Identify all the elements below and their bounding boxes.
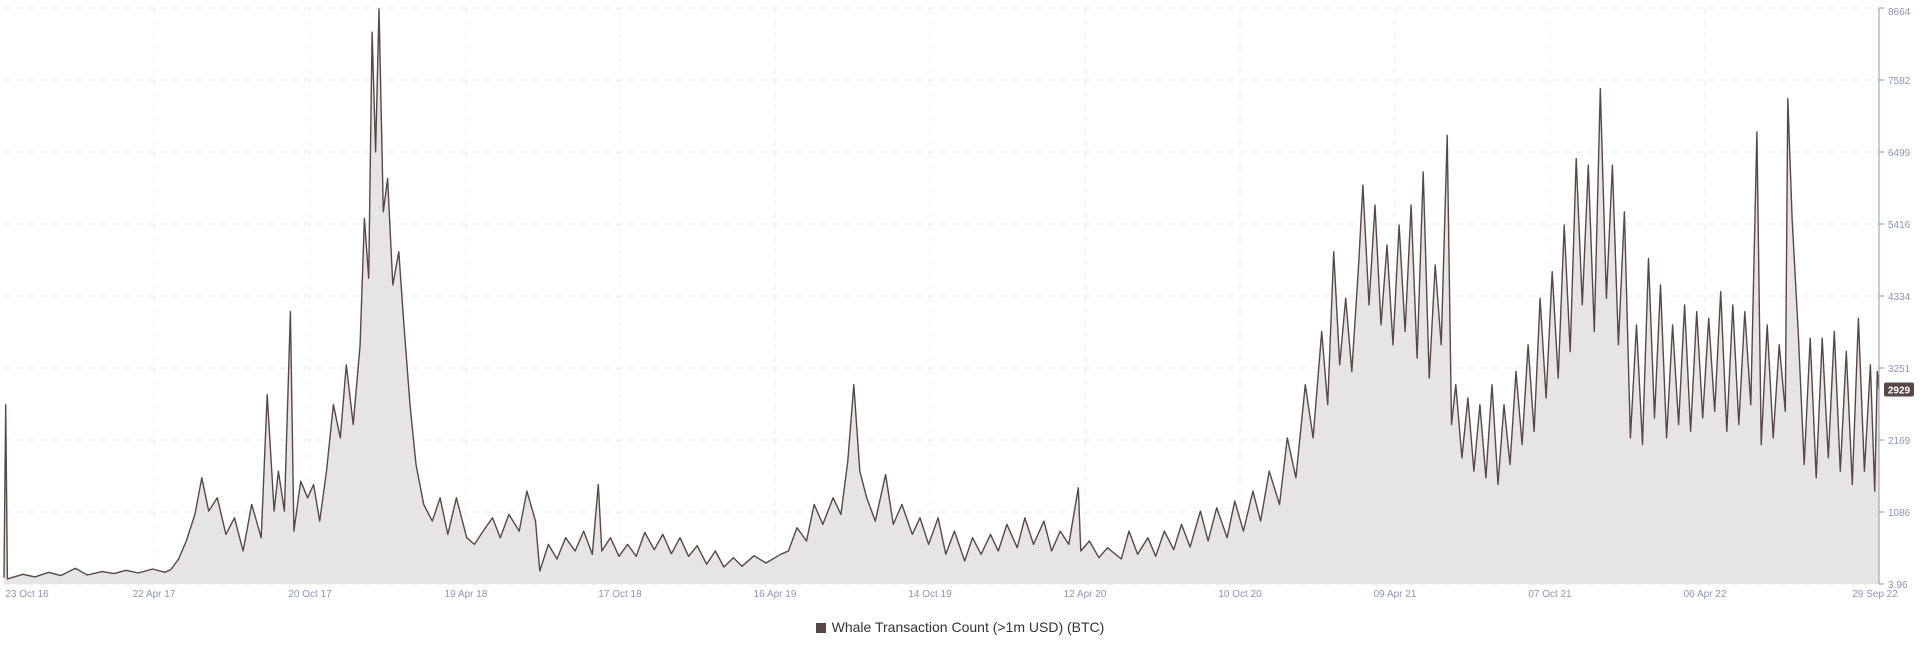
y-tick-label: 1086 (1888, 508, 1911, 519)
series-line (3, 8, 1880, 580)
x-tick-label: 16 Apr 19 (754, 589, 797, 600)
x-tick-label: 17 Oct 18 (598, 589, 642, 600)
y-tick-label: 3.96 (1888, 580, 1908, 591)
x-tick-label: 12 Apr 20 (1064, 589, 1107, 600)
x-tick-label: 20 Oct 17 (288, 589, 332, 600)
legend-label: Whale Transaction Count (>1m USD) (BTC) (831, 619, 1105, 635)
x-axis-ticks: 23 Oct 16 22 Apr 17 20 Oct 17 19 Apr 18 17 O… (5, 589, 1898, 600)
y-tick-label: 3251 (1888, 364, 1911, 375)
y-tick-label: 7582 (1888, 76, 1911, 87)
x-tick-label: 07 Oct 21 (1528, 589, 1572, 600)
legend-swatch (815, 623, 826, 633)
y-axis-ticks: 3.96 1086 2169 3251 4334 5416 6499 7582 8664 (1879, 7, 1911, 591)
last-value-badge-box (1884, 382, 1914, 397)
x-tick-label: 14 Oct 19 (908, 589, 952, 600)
last-value-badge: 2929 (1884, 382, 1914, 397)
x-tick-label: 09 Apr 21 (1374, 589, 1417, 600)
y-tick-label: 4334 (1888, 292, 1911, 303)
x-tick-label: 10 Oct 20 (1218, 589, 1262, 600)
x-tick-label: 29 Sep 22 (1852, 589, 1898, 600)
x-tick-label: 06 Apr 22 (1684, 589, 1727, 600)
y-tick-label: 8664 (1888, 7, 1911, 18)
x-tick-label: 23 Oct 16 (5, 589, 49, 600)
y-tick-label: 6499 (1888, 148, 1911, 159)
last-value-label: 2929 (1888, 385, 1911, 396)
x-tick-label: 19 Apr 18 (445, 589, 488, 600)
chart-legend[interactable]: Whale Transaction Count (>1m USD) (BTC) (0, 619, 1920, 635)
x-tick-label: 22 Apr 17 (133, 589, 176, 600)
y-tick-label: 5416 (1888, 220, 1911, 231)
series-area-fill (4, 8, 1879, 584)
y-tick-label: 2169 (1888, 436, 1911, 447)
